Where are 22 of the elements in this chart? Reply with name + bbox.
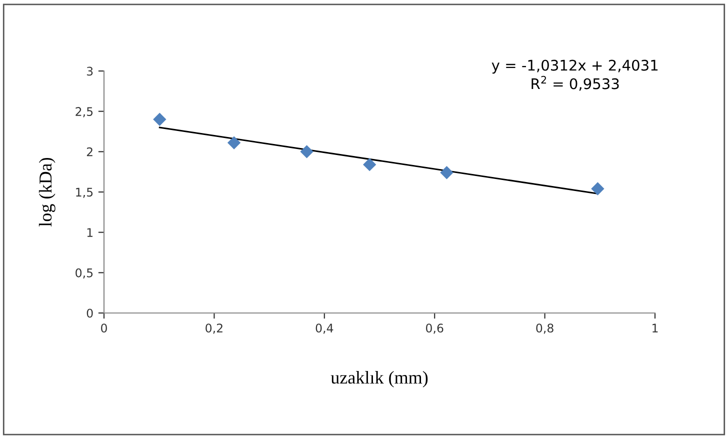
- annotation: y = -1,0312x + 2,4031 R$^{2}$ = 0,9533: [492, 60, 658, 91]
- y-tick-label: 1: [87, 228, 92, 237]
- x-tick-label: 1: [652, 324, 658, 332]
- point: [440, 166, 454, 180]
- x-tick-label: 0,2: [206, 324, 222, 334]
- y-axis-title: log (kDa): [38, 158, 56, 226]
- x-tick-label: 0,4: [316, 324, 334, 334]
- x-tick-label: 0: [101, 324, 107, 333]
- point: [227, 136, 241, 150]
- y-tick-label: 0,5: [76, 268, 93, 279]
- y-tick-label: 1,5: [76, 188, 93, 198]
- point: [153, 112, 166, 126]
- y-tick-label: 2: [86, 147, 92, 156]
- y-tick-label: 2,5: [76, 107, 93, 118]
- point: [591, 182, 604, 196]
- point: [300, 145, 314, 158]
- point: [362, 158, 376, 172]
- x-tick-label: 0,8: [536, 324, 554, 334]
- x-tick-label: 0,6: [426, 324, 444, 334]
- y-tick-label: 3: [86, 66, 93, 76]
- x-axis-title: uzaklık (mm): [330, 370, 428, 388]
- y-tick-label: 0: [86, 308, 93, 318]
